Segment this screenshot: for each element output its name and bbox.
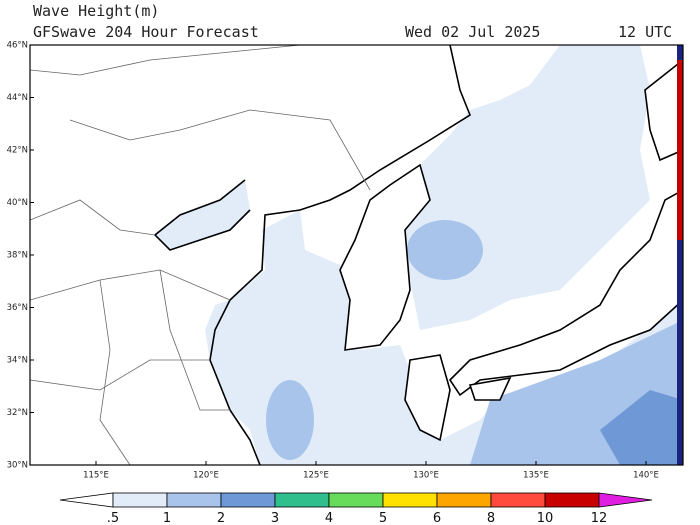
coastline <box>153 179 251 251</box>
edge-band <box>677 45 683 465</box>
subtitle: GFSwave 204 Hour Forecast <box>33 23 259 41</box>
border <box>30 269 231 301</box>
patch <box>407 220 483 280</box>
colorbar-swatch <box>328 492 384 508</box>
lat-tick-label: 32°N <box>7 408 28 418</box>
lat-tick-label: 46°N <box>7 41 28 51</box>
lon-tick-label: 125°E <box>303 471 329 481</box>
lat-tick-label: 40°N <box>7 198 28 208</box>
colorbar-swatch <box>166 492 222 508</box>
date: Wed 02 Jul 2025 <box>405 23 540 41</box>
lat-tick-label: 38°N <box>7 251 28 261</box>
colorbar-label: 10 <box>537 511 554 525</box>
edge-band <box>677 60 683 240</box>
patch <box>600 390 683 465</box>
colorbar-swatch <box>382 492 438 508</box>
lat-tick-label: 44°N <box>7 93 28 103</box>
colorbar-label: 1 <box>163 511 171 525</box>
lat-tick-label: 34°N <box>7 356 28 366</box>
colorbar-swatch <box>490 492 546 508</box>
lon-tick-label: 120°E <box>193 471 219 481</box>
lon-tick-label: 130°E <box>413 471 439 481</box>
colorbar-swatch <box>112 492 168 508</box>
border <box>30 199 156 236</box>
border <box>30 45 301 76</box>
colorbar-swatch <box>220 492 276 508</box>
map <box>29 44 684 466</box>
lat-tick-label: 42°N <box>7 146 28 156</box>
border <box>99 279 131 465</box>
coastline <box>209 45 471 465</box>
lat-tick-label: 36°N <box>7 303 28 313</box>
hokkaido <box>644 58 683 162</box>
korea <box>339 163 431 351</box>
colorbar-label: 5 <box>379 511 387 525</box>
patch <box>266 380 314 460</box>
colorbar-label: 3 <box>271 511 279 525</box>
lon-tick-label: 135°E <box>523 471 549 481</box>
border <box>30 359 210 391</box>
sea-bohai <box>155 180 250 250</box>
colorbar-label: .5 <box>107 511 119 525</box>
colorbar-label: 4 <box>325 511 333 525</box>
lat-tick-label: 30°N <box>7 461 28 471</box>
shikoku <box>468 376 512 401</box>
title: Wave Height(m) <box>33 2 159 20</box>
colorbar-over <box>598 492 653 508</box>
colorbar-label: 2 <box>217 511 225 525</box>
colorbar-label: 8 <box>487 511 495 525</box>
kyushu <box>404 354 451 442</box>
colorbar-under <box>59 492 114 508</box>
colorbar-label: 12 <box>591 511 608 525</box>
lon-tick-label: 115°E <box>83 471 109 481</box>
colorbar-label: 6 <box>433 511 441 525</box>
colorbar-swatch <box>544 492 600 508</box>
border <box>159 269 230 411</box>
time: 12 UTC <box>618 23 672 41</box>
border <box>69 109 371 191</box>
honshu <box>448 189 683 397</box>
colorbar-swatch <box>274 492 330 508</box>
colorbar-swatch <box>436 492 492 508</box>
lon-tick-label: 140°E <box>633 471 659 481</box>
